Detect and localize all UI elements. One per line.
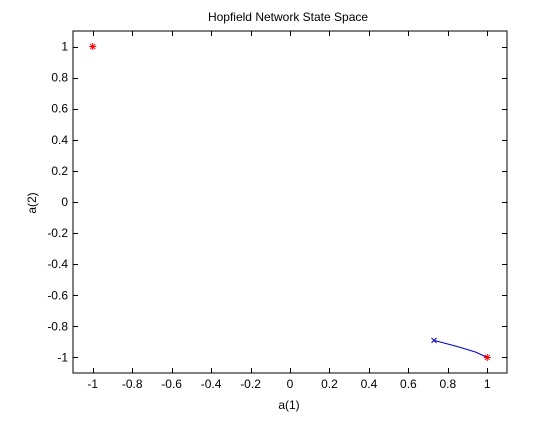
x-tick-label: 0 bbox=[287, 377, 294, 391]
stable-point-marker bbox=[484, 354, 491, 361]
y-tick-label: 1 bbox=[61, 40, 68, 54]
x-tick-label: -0.4 bbox=[201, 377, 222, 391]
stable-point-marker bbox=[89, 43, 96, 50]
y-tick-label: 0 bbox=[61, 195, 68, 209]
x-tick-label: 0.4 bbox=[361, 377, 378, 391]
x-tick-label: 1 bbox=[484, 377, 491, 391]
axes-box bbox=[73, 31, 507, 373]
x-tick-label: 0.2 bbox=[321, 377, 338, 391]
y-tick-label: 0.2 bbox=[51, 164, 68, 178]
chart-title: Hopfield Network State Space bbox=[208, 10, 368, 24]
x-axis-label: a(1) bbox=[278, 398, 299, 412]
y-tick-label: -0.6 bbox=[47, 288, 68, 302]
y-tick-label: 0.4 bbox=[51, 133, 68, 147]
y-tick-label: -0.2 bbox=[47, 226, 68, 240]
trajectory-line bbox=[434, 340, 487, 357]
x-tick-label: -0.2 bbox=[240, 377, 261, 391]
x-tick-label: 0.8 bbox=[439, 377, 456, 391]
x-tick-label: -1 bbox=[87, 377, 98, 391]
y-tick-label: 0.6 bbox=[51, 102, 68, 116]
y-tick-label: -0.4 bbox=[47, 257, 68, 271]
y-tick-label: -1 bbox=[57, 350, 68, 364]
x-tick-label: -0.6 bbox=[161, 377, 182, 391]
plot-area: -1 -0.8 -0.6 -0.4 -0.2 0 0.2 0.4 0.6 0.8 1 1 0.8 0.6 0… bbox=[47, 31, 507, 391]
y-tick-label: -0.8 bbox=[47, 319, 68, 333]
x-tick-label: -0.8 bbox=[122, 377, 143, 391]
x-tick-label: 0.6 bbox=[400, 377, 417, 391]
y-tick-label: 0.8 bbox=[51, 71, 68, 85]
y-axis-label: a(2) bbox=[25, 192, 39, 213]
